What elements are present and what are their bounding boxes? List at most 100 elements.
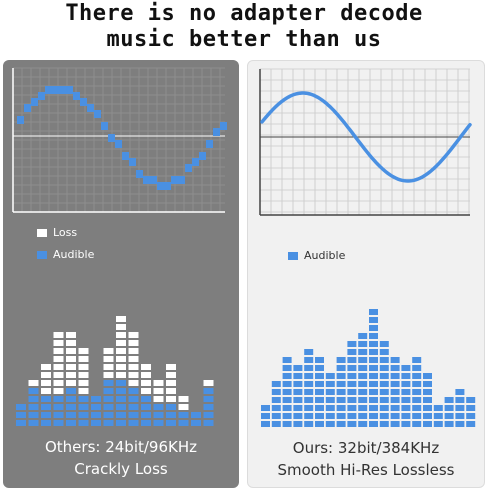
audible-block [261,405,270,411]
loss-block [141,364,151,370]
loss-block [28,380,39,386]
audible-block [390,413,400,419]
audible-block [444,413,454,419]
loss-block [116,332,126,338]
audible-block [28,396,39,402]
audible-block [66,388,76,394]
wave-segment [220,122,227,130]
loss-block [53,356,64,362]
wave-segment [143,176,150,184]
wave-segment [101,122,108,130]
loss-block [78,356,89,362]
audible-block [66,404,76,410]
audible-block [390,365,400,371]
audible-block [358,365,368,371]
audible-block [315,357,324,363]
loss-block [53,332,64,338]
others-caption: Others: 24bit/96KHz Crackly Loss [3,436,239,480]
loss-block [66,380,76,386]
audible-block [401,381,411,387]
audible-block [153,412,164,418]
audible-block [304,357,314,363]
loss-block [66,372,76,378]
loss-block [166,396,176,402]
wave-segment [199,152,206,160]
loss-block [166,372,176,378]
audible-block [53,404,64,410]
audible-block [358,405,368,411]
audible-block [336,373,346,379]
loss-block [66,348,76,354]
loss-block [116,364,126,370]
audible-block [369,317,378,323]
audible-block [271,397,281,403]
audible-block [369,357,378,363]
audible-block [455,421,465,427]
audible-block [423,413,432,419]
audible-block [390,381,400,387]
audible-block [347,357,357,363]
audible-block [203,404,214,410]
audible-block [379,365,389,371]
audible-block [103,420,114,426]
loss-block [128,332,139,338]
audible-block [358,397,368,403]
audible-block [369,325,378,331]
loss-block [78,348,89,354]
audible-block [116,420,126,426]
wave-segment [52,86,59,94]
audible-block [66,412,76,418]
audible-block [78,396,89,402]
audible-block [423,389,432,395]
audible-block [455,397,465,403]
audible-block [358,349,368,355]
audible-block [325,373,335,379]
audible-block [444,405,454,411]
audible-block [412,381,422,387]
audible-block [412,373,422,379]
audible-block [401,373,411,379]
audible-block [347,397,357,403]
audible-block [379,389,389,395]
audible-block [390,421,400,427]
audible-block [282,357,292,363]
audible-block [379,381,389,387]
audible-block [203,420,214,426]
loss-block [116,356,126,362]
audible-block [369,381,378,387]
audible-block [41,420,51,426]
audible-block [379,421,389,427]
audible-block [178,412,189,418]
audible-block [325,413,335,419]
loss-block [178,404,189,410]
audible-block [271,389,281,395]
wave-segment [136,170,143,178]
loss-block [128,340,139,346]
audible-block [412,405,422,411]
loss-block [53,340,64,346]
loss-block [141,388,151,394]
audible-block [412,413,422,419]
loss-block [53,380,64,386]
audible-block [91,420,101,426]
audible-block [379,413,389,419]
audible-block [369,413,378,419]
audible-block [282,421,292,427]
audible-block [390,357,400,363]
audible-block [66,396,76,402]
audible-block [304,405,314,411]
audible-block [293,397,303,403]
audible-block [304,365,314,371]
wave-segment [24,104,31,112]
audible-block [282,373,292,379]
wave-segment [192,158,199,166]
wave-segment [171,176,178,184]
loss-block [103,356,114,362]
audible-block [358,373,368,379]
audible-block [369,349,378,355]
audible-block [347,365,357,371]
audible-block [203,388,214,394]
audible-block [53,396,64,402]
audible-block [78,404,89,410]
wave-segment [38,92,45,100]
